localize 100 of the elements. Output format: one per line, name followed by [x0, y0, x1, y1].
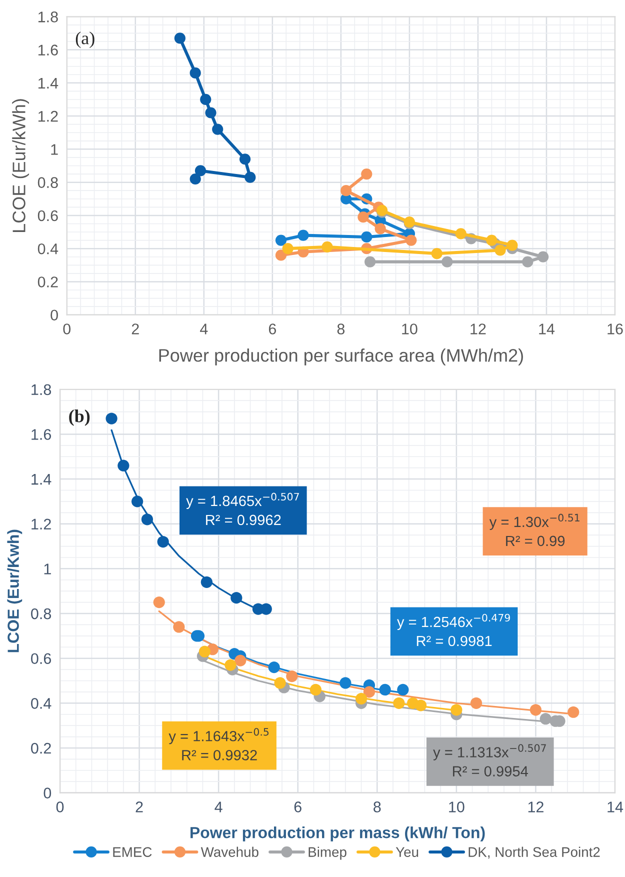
point [200, 576, 212, 588]
y-tick-label: 0.8 [38, 177, 58, 188]
point [244, 172, 256, 183]
point [340, 185, 352, 196]
point [530, 704, 542, 716]
y-tick-label: 0.6 [38, 210, 58, 222]
y-tick-label: 1.2 [38, 110, 58, 122]
x-tick-label: 14 [539, 324, 555, 334]
point [340, 677, 352, 689]
point [506, 240, 518, 251]
point [224, 659, 236, 671]
point [131, 496, 144, 508]
y-tick-label: 1.2 [32, 518, 51, 530]
text: y = 1.1313x$^{−0.507}$ R² = 0.9954 [433, 744, 546, 776]
text: y = 1.1643x$^{−0.5}$ R² = 0.9932 [168, 728, 269, 760]
x-tick-label: 16 [608, 324, 623, 334]
annotation: (a) [76, 32, 94, 48]
point [275, 250, 287, 261]
point [455, 228, 466, 240]
point [310, 684, 322, 696]
point [363, 686, 376, 698]
point [298, 230, 309, 241]
x-tick-label: 2 [136, 802, 143, 812]
point [274, 677, 286, 689]
point [442, 256, 453, 268]
point [153, 596, 165, 608]
y-tick-label: 1 [51, 144, 58, 155]
x-tick-label: 8 [374, 802, 381, 812]
point [374, 223, 386, 234]
y-tick-label: 1.6 [32, 429, 51, 440]
point [470, 697, 482, 709]
y-tick-label: 1 [44, 564, 51, 574]
point [450, 704, 462, 716]
point [414, 700, 427, 712]
point [268, 661, 280, 674]
point [431, 248, 442, 260]
point [364, 256, 376, 268]
x-tick-label: 2 [132, 324, 139, 334]
y-tick-label: 0 [44, 788, 52, 798]
y-tick-label: 0 [50, 310, 58, 321]
x-tick-label: 4 [214, 802, 222, 812]
y-tick-label: 0.2 [38, 276, 58, 288]
legend-label: Wavehub [200, 846, 258, 857]
x-tick-label: 12 [470, 324, 486, 334]
x-tick-label: 0 [63, 324, 71, 334]
point [212, 124, 224, 135]
x-tick-label: 8 [337, 324, 345, 334]
point [190, 67, 201, 79]
y-axis-title: LCOE (Eur/Kwh) [7, 530, 22, 652]
x-tick-label: 14 [608, 802, 624, 812]
x-axis-title: Power production per surface area (MWh/m2) [159, 348, 523, 366]
point [198, 646, 211, 658]
point [494, 244, 506, 256]
point [239, 154, 251, 165]
point [173, 621, 185, 633]
text: y = 1.2546x$^{−0.479}$ R² = 0.9981 [396, 614, 510, 646]
x-tick-label: 10 [402, 324, 418, 334]
point [190, 173, 201, 185]
y-tick-label: 0.6 [31, 653, 51, 664]
point [358, 212, 369, 223]
point [486, 234, 498, 246]
y-tick-label: 1.8 [38, 12, 58, 22]
point [194, 165, 206, 176]
point [540, 713, 552, 725]
point [282, 243, 294, 254]
y-tick-label: 1.4 [38, 78, 58, 88]
annotation: (b) [69, 410, 90, 426]
point [230, 592, 242, 604]
point [275, 234, 287, 246]
point [406, 234, 417, 246]
point [174, 32, 186, 44]
point [322, 241, 333, 252]
point [568, 706, 580, 718]
point [157, 536, 169, 548]
point [361, 231, 372, 243]
point [522, 256, 534, 268]
point [379, 684, 391, 696]
y-tick-label: 0.2 [31, 742, 51, 754]
point [397, 684, 409, 696]
point [355, 692, 368, 704]
point [393, 697, 405, 709]
y-tick-label: 0.4 [38, 243, 58, 254]
x-tick-label: 4 [200, 324, 208, 334]
y-tick-label: 1.6 [38, 44, 58, 56]
point [286, 670, 298, 682]
legend-label: DK, North Sea Point2 [468, 846, 600, 859]
y-tick-label: 1.8 [32, 384, 52, 396]
point [361, 168, 372, 180]
text: y = 1.8465x$^{−0.507}$ R² = 0.9962 [186, 492, 299, 526]
x-tick-label: 6 [268, 324, 276, 334]
y-tick-label: 1.4 [32, 474, 52, 485]
point [106, 412, 118, 424]
y-axis-title: LCOE (Eur/kWh) [12, 99, 29, 232]
point [234, 654, 246, 666]
legend-label: Yeu [396, 847, 418, 857]
point [205, 107, 216, 118]
legend-label: Bimep [308, 846, 346, 860]
point [118, 460, 130, 472]
x-tick-label: 12 [528, 802, 544, 812]
y-tick-label: 0.8 [31, 608, 52, 620]
